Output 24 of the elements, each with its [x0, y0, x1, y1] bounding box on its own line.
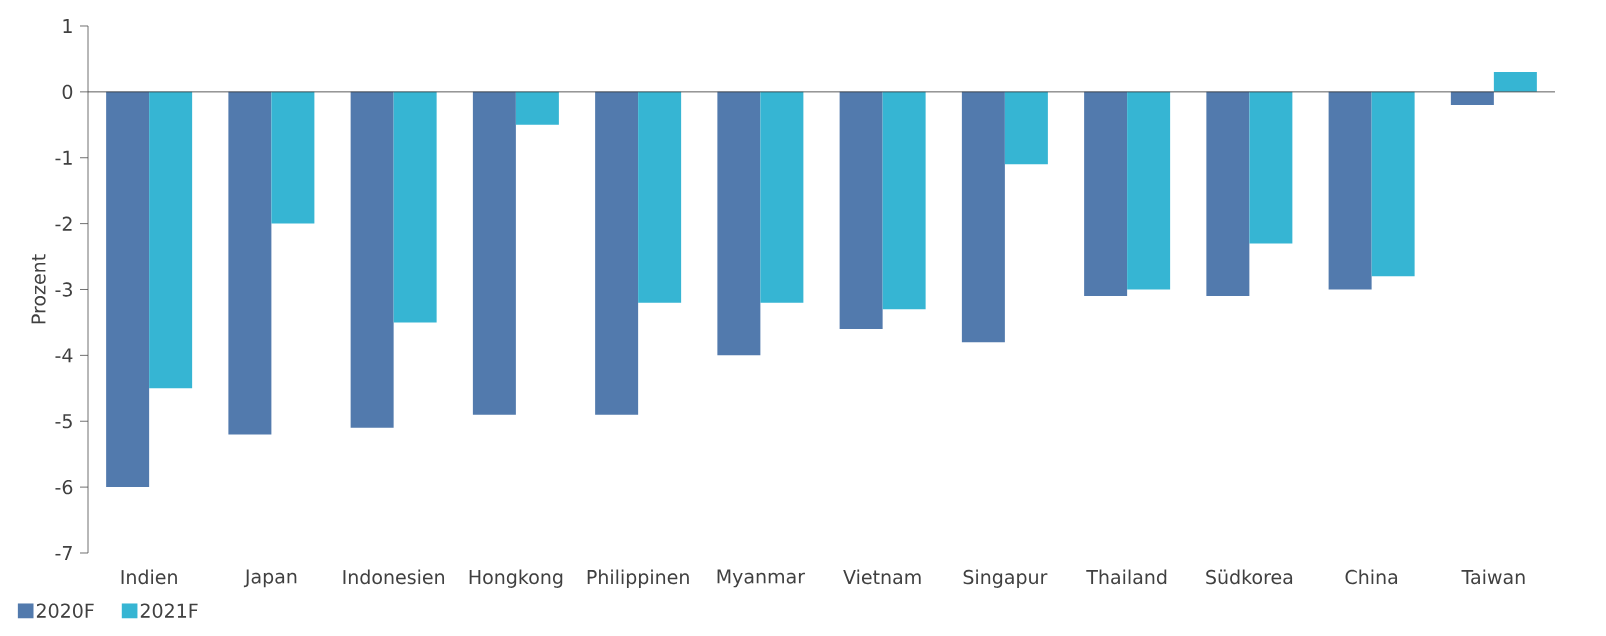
y-tick-label: -1 — [55, 150, 72, 165]
x-tick-label: Singapur — [963, 569, 1048, 588]
x-tick-label: Vietnam — [843, 569, 921, 585]
x-tick-label: Hongkong — [469, 569, 563, 588]
y-tick-label: -6 — [55, 479, 73, 495]
x-tick-label: Indonesien — [343, 569, 445, 585]
x-tick-label: Thailand — [1086, 569, 1167, 585]
y-tick-label: 0 — [62, 84, 73, 100]
y-tick-label: -5 — [55, 414, 72, 429]
x-tick-label: Philippinen — [587, 569, 689, 588]
x-tick-label: Indien — [121, 569, 177, 585]
x-tick-label: Japan — [243, 569, 297, 588]
y-tick-label: -4 — [55, 348, 73, 363]
y-tick-label: -3 — [55, 282, 72, 297]
legend-label: 2020F — [36, 603, 94, 618]
x-tick-label: Taiwan — [1461, 569, 1525, 585]
x-tick-label: Südkorea — [1206, 569, 1293, 585]
x-tick-label: China — [1345, 569, 1398, 585]
legend-label: 2021F — [140, 603, 198, 618]
y-tick-label: -7 — [55, 546, 72, 560]
x-tick-label: Myanmar — [717, 569, 806, 588]
y-axis-title: Prozent — [31, 254, 46, 324]
y-tick-label: -2 — [55, 216, 72, 231]
y-tick-label: 1 — [63, 19, 72, 33]
